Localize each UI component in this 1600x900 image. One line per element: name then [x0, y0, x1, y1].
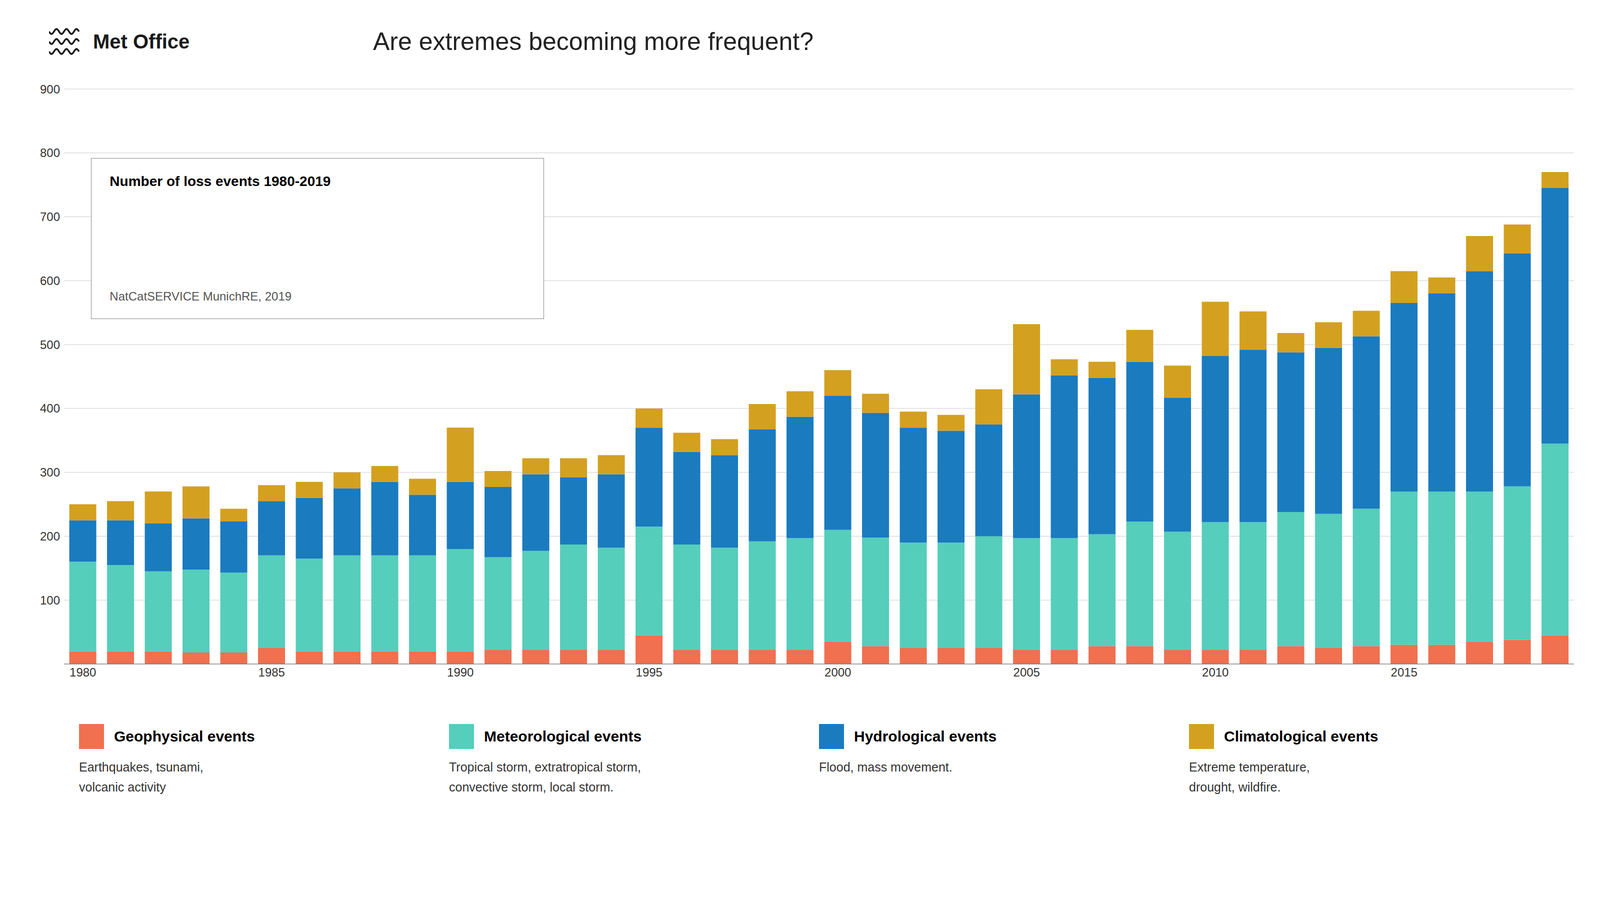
svg-text:700: 700	[40, 210, 60, 224]
html-text:NatCatSERVICE MunichRE, 2019: NatCatSERVICE MunichRE, 2019	[109, 289, 292, 303]
svg-text:2015: 2015	[1391, 665, 1418, 679]
svg-text:800: 800	[40, 146, 60, 160]
svg-text:400: 400	[40, 401, 60, 415]
svg-text:600: 600	[40, 274, 60, 288]
svg-text:100: 100	[40, 593, 60, 607]
html-text:Meteorological events: Meteorological events	[484, 728, 642, 745]
html-text:Extreme temperature, drought,: Extreme temperature, drought, wildfire.	[1189, 760, 1310, 794]
svg-text:1985: 1985	[258, 665, 285, 679]
svg-text:2005: 2005	[1013, 665, 1040, 679]
svg-text:1980: 1980	[69, 665, 96, 679]
svg-text:500: 500	[40, 338, 60, 352]
svg-text:1995: 1995	[636, 665, 663, 679]
svg-text:2010: 2010	[1202, 665, 1229, 679]
html-text:Are extremes becoming more fre: Are extremes becoming more frequent?	[373, 27, 814, 56]
html-text:Earthquakes, tsunami, volcanic: Earthquakes, tsunami, volcanic activity	[79, 760, 204, 794]
html-text:Met Office: Met Office	[93, 30, 190, 53]
svg-text:900: 900	[40, 82, 60, 96]
svg-text:2000: 2000	[824, 665, 851, 679]
html-text:Geophysical events: Geophysical events	[114, 728, 255, 745]
svg-text:1990: 1990	[447, 665, 474, 679]
svg-text:200: 200	[40, 529, 60, 543]
svg-text:300: 300	[40, 465, 60, 479]
html-text:Flood, mass movement.: Flood, mass movement.	[819, 760, 953, 774]
html-text:Hydrological events: Hydrological events	[854, 728, 997, 745]
html-text:Tropical storm, extratropical: Tropical storm, extratropical storm, con…	[449, 760, 641, 794]
html-text:Climatological events: Climatological events	[1224, 728, 1379, 745]
html-text:Number of loss events 1980-201: Number of loss events 1980-2019	[109, 173, 331, 189]
